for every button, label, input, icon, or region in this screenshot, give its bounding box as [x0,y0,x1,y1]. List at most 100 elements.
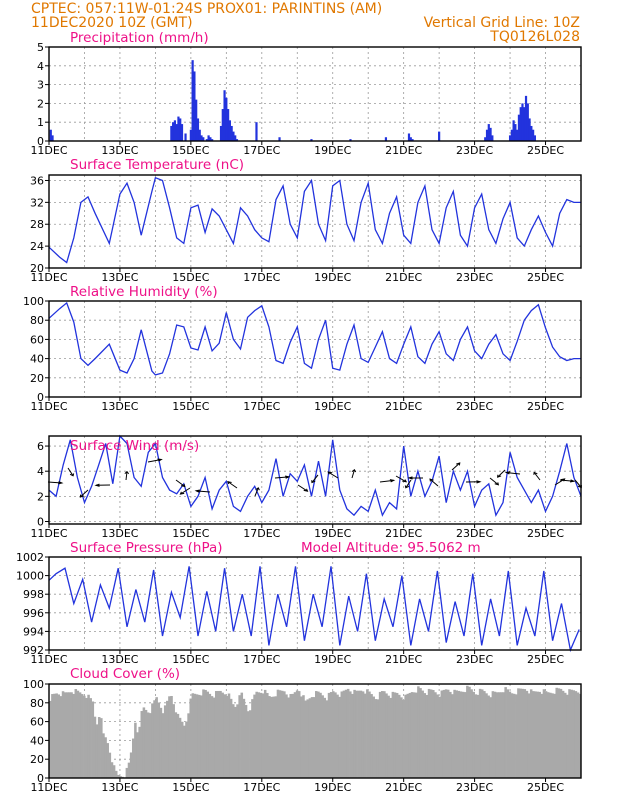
cloud-bar [451,694,454,778]
cloud-bar [191,693,195,778]
wind-arrow-head [227,480,232,485]
cloud-bar [187,713,190,778]
wind-arrow-head [124,470,130,475]
y-tick-label: 992 [23,644,44,657]
cloud-bar [457,690,461,778]
y-tick-label: 28 [30,218,44,231]
precip-bar [514,124,517,141]
cloud-bar [534,691,537,778]
wind-arrow-head [311,480,316,484]
header: CPTEC: 057:11W-01:24S PROX01: PARINTINS … [31,1,580,45]
precip-bar [170,125,173,141]
cloud-bar [351,693,354,778]
x-tick-label: 15DEC [172,271,209,284]
panel-temperature: 20 24 28 32 36 11DEC 13DEC 15DEC 17DEC 19DEC 21DEC… [30,157,582,284]
cloud-bar [83,695,86,778]
cloud-bar [470,689,473,778]
y-tick-label: 2 [37,490,44,503]
cloud-bar [372,696,375,778]
x-tick-label: 13DEC [101,653,138,666]
wind-arrow [429,478,439,487]
cloud-bar [244,705,248,778]
cloud-bar [285,694,288,778]
x-tick-label: 15DEC [172,781,209,794]
precip-bar [196,118,200,141]
cloud-bar [114,770,118,778]
y-tick-label: 996 [23,607,44,620]
cloud-bar [278,690,282,778]
cloud-bar [366,689,369,778]
x-tick-label: 25DEC [527,271,564,284]
cloud-bar [134,722,137,778]
cloud-bar [289,694,292,778]
cloud-bar [234,706,237,778]
precip-bar [205,139,208,141]
cloud-bar [355,690,358,778]
panel-title: Surface Pressure (hPa) [70,540,223,556]
wind-arrow [351,469,355,479]
cloud-bar [478,688,482,778]
cloud-bar [529,689,533,778]
cloud-bar [400,697,403,778]
cloud-bar [142,707,146,778]
y-tick-label: 20 [30,372,44,385]
cloud-bar [385,693,388,778]
x-tick-label: 19DEC [314,781,351,794]
cloud-bar [474,694,478,778]
cloud-bar [453,689,456,778]
wind-arrow [489,477,499,486]
cloud-bar [97,717,101,778]
cloud-bar [370,694,373,778]
cloud-bar [74,689,78,778]
cloud-bar [476,694,480,778]
cloud-bar [308,698,312,778]
precip-bar [195,99,198,141]
x-tick-label: 11DEC [30,781,67,794]
cloud-bar [70,692,73,778]
cloud-bar [525,690,529,778]
precip-bar [487,124,490,141]
cloud-bar [506,689,510,778]
cloud-bar [119,776,122,778]
precip-bar [200,135,203,141]
x-tick-label: 21DEC [385,271,422,284]
cloud-bar [100,718,103,778]
x-tick-label: 21DEC [385,781,422,794]
cloud-bar [106,743,109,778]
cloud-bar [127,762,131,778]
wind-arrow [297,484,308,492]
y-tick-label: 0 [37,391,44,404]
precip-bar [232,131,235,141]
cloud-bar [176,713,180,778]
cloud-bar [544,691,548,778]
precip-bar [532,129,535,141]
cloud-bar [561,690,565,778]
cloud-bar [425,694,429,778]
cloud-bar [368,691,371,778]
cloud-bar [72,693,75,778]
header-date: 11DEC2020 10Z (GMT) [31,15,193,31]
cloud-bar [49,700,52,778]
precip-bar [516,129,519,141]
x-tick-label: 23DEC [456,144,493,157]
x-tick-label: 17DEC [243,527,280,540]
cloud-bar [95,724,99,778]
cloud-bar [498,692,501,778]
cloud-bar [321,695,324,778]
cloud-bar [410,692,414,778]
cloud-bar [440,690,444,778]
precip-bar [219,125,223,141]
cloud-bar [87,694,90,778]
cloud-bar [257,692,261,778]
cloud-bar [108,752,112,778]
cloud-bar [293,692,297,778]
x-tick-label: 25DEC [527,144,564,157]
cloud-bar [91,701,95,778]
cloud-bar [172,704,175,778]
x-tick-label: 21DEC [385,400,422,413]
cloud-bar [357,690,361,778]
precip-bar [517,114,521,141]
y-tick-label: 994 [23,625,44,638]
precip-bar [508,135,512,141]
